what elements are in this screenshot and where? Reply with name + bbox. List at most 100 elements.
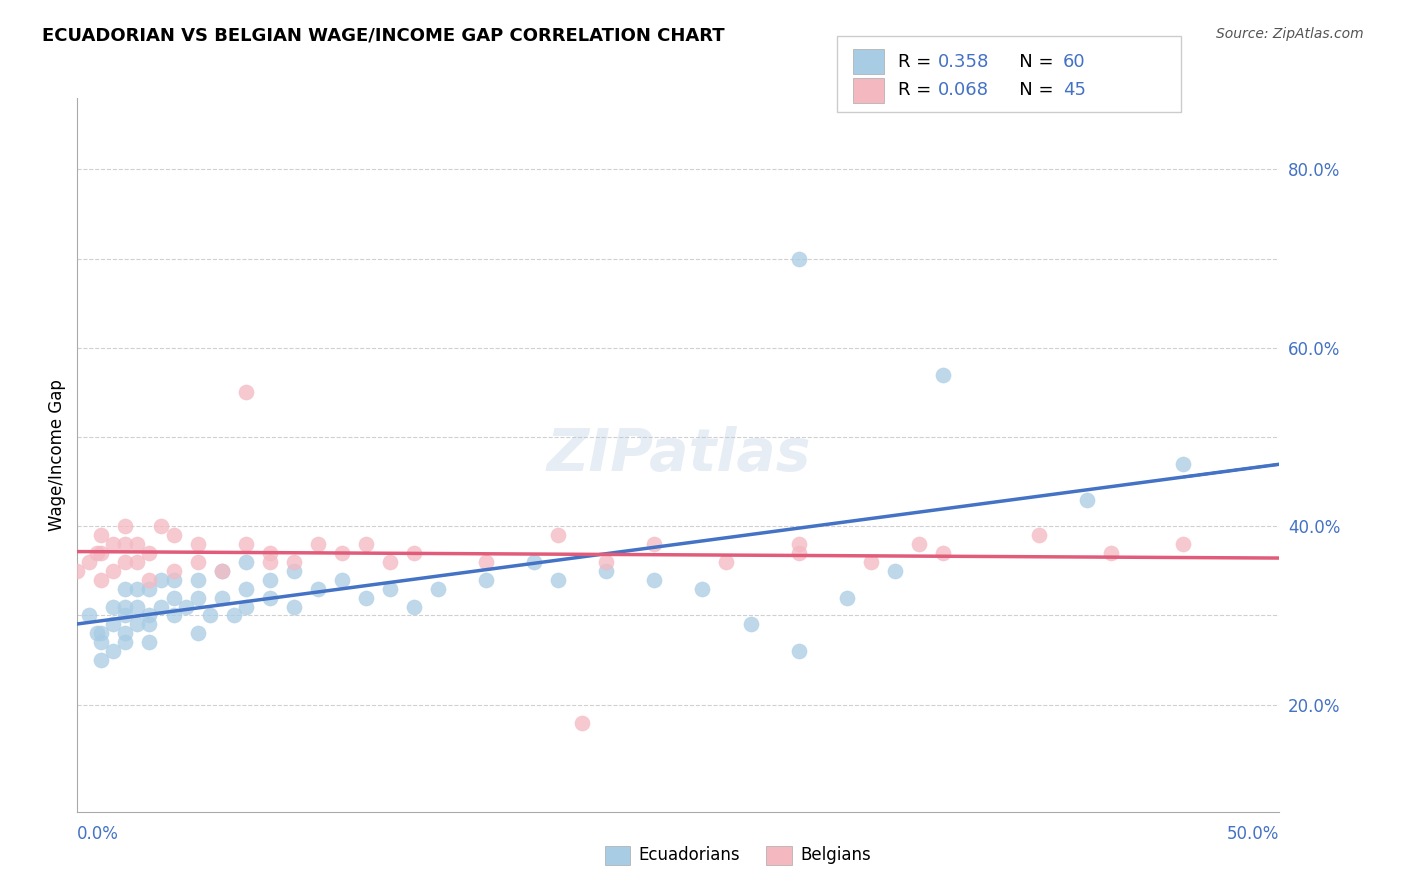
Text: 0.068: 0.068 xyxy=(938,81,988,99)
Point xyxy=(235,582,257,596)
Point xyxy=(378,582,401,596)
Point xyxy=(186,626,209,640)
Point xyxy=(235,537,257,551)
Point xyxy=(162,573,184,587)
Text: R =: R = xyxy=(898,81,938,99)
Point xyxy=(330,546,353,560)
Point xyxy=(90,573,112,587)
Point xyxy=(378,555,401,569)
Point xyxy=(211,591,233,605)
Point xyxy=(90,626,112,640)
Point xyxy=(547,573,569,587)
Point xyxy=(127,582,149,596)
Point xyxy=(932,368,955,382)
Point xyxy=(354,537,377,551)
Point xyxy=(235,555,257,569)
Point xyxy=(222,608,245,623)
Point xyxy=(103,644,125,658)
Point xyxy=(90,546,112,560)
Point xyxy=(1173,537,1195,551)
Point xyxy=(211,564,233,578)
Point xyxy=(402,546,425,560)
Point xyxy=(571,715,593,730)
Point xyxy=(787,537,810,551)
Point xyxy=(1099,546,1122,560)
Point xyxy=(523,555,546,569)
Point xyxy=(186,573,209,587)
Point xyxy=(114,582,136,596)
Point xyxy=(330,573,353,587)
Point xyxy=(259,546,281,560)
Point xyxy=(138,617,160,632)
Point xyxy=(283,555,305,569)
Point xyxy=(162,608,184,623)
Text: ZIPatlas: ZIPatlas xyxy=(546,426,811,483)
Point xyxy=(127,617,149,632)
Point xyxy=(643,537,665,551)
Point xyxy=(138,546,160,560)
Point xyxy=(475,573,498,587)
Point xyxy=(908,537,931,551)
Text: N =: N = xyxy=(1002,53,1060,70)
Point xyxy=(150,573,173,587)
Point xyxy=(150,519,173,533)
Point xyxy=(692,582,714,596)
Text: R =: R = xyxy=(898,53,938,70)
Point xyxy=(174,599,197,614)
Point xyxy=(138,573,160,587)
Point xyxy=(1173,457,1195,471)
Point xyxy=(354,591,377,605)
Text: Belgians: Belgians xyxy=(800,847,870,864)
Point xyxy=(427,582,450,596)
Point xyxy=(186,591,209,605)
Point xyxy=(114,599,136,614)
Text: 0.358: 0.358 xyxy=(938,53,990,70)
Point xyxy=(547,528,569,542)
Point xyxy=(198,608,221,623)
Point xyxy=(283,599,305,614)
Point xyxy=(595,555,617,569)
Point xyxy=(150,599,173,614)
Point xyxy=(787,644,810,658)
Point xyxy=(127,555,149,569)
Point xyxy=(1076,492,1098,507)
Point xyxy=(114,519,136,533)
Point xyxy=(932,546,955,560)
Point xyxy=(86,626,108,640)
Point xyxy=(402,599,425,614)
Point xyxy=(283,564,305,578)
Point xyxy=(859,555,882,569)
Text: 0.0%: 0.0% xyxy=(77,825,120,843)
Point xyxy=(835,591,858,605)
Text: 60: 60 xyxy=(1063,53,1085,70)
Point xyxy=(127,537,149,551)
Point xyxy=(79,608,101,623)
Point xyxy=(211,564,233,578)
Point xyxy=(90,635,112,649)
Point xyxy=(138,582,160,596)
Text: 50.0%: 50.0% xyxy=(1227,825,1279,843)
Text: ECUADORIAN VS BELGIAN WAGE/INCOME GAP CORRELATION CHART: ECUADORIAN VS BELGIAN WAGE/INCOME GAP CO… xyxy=(42,27,725,45)
Point xyxy=(595,564,617,578)
Point xyxy=(186,555,209,569)
Point xyxy=(259,591,281,605)
Point xyxy=(90,653,112,667)
Point xyxy=(307,537,329,551)
Point xyxy=(259,555,281,569)
Point xyxy=(186,537,209,551)
Point xyxy=(127,599,149,614)
Point xyxy=(114,608,136,623)
Point xyxy=(86,546,108,560)
Point xyxy=(259,573,281,587)
Point xyxy=(475,555,498,569)
Point xyxy=(103,599,125,614)
Point xyxy=(103,564,125,578)
Point xyxy=(1028,528,1050,542)
Point xyxy=(90,528,112,542)
Point xyxy=(307,582,329,596)
Point xyxy=(79,555,101,569)
Point xyxy=(787,546,810,560)
Point xyxy=(114,537,136,551)
Point xyxy=(787,252,810,266)
Point xyxy=(162,528,184,542)
